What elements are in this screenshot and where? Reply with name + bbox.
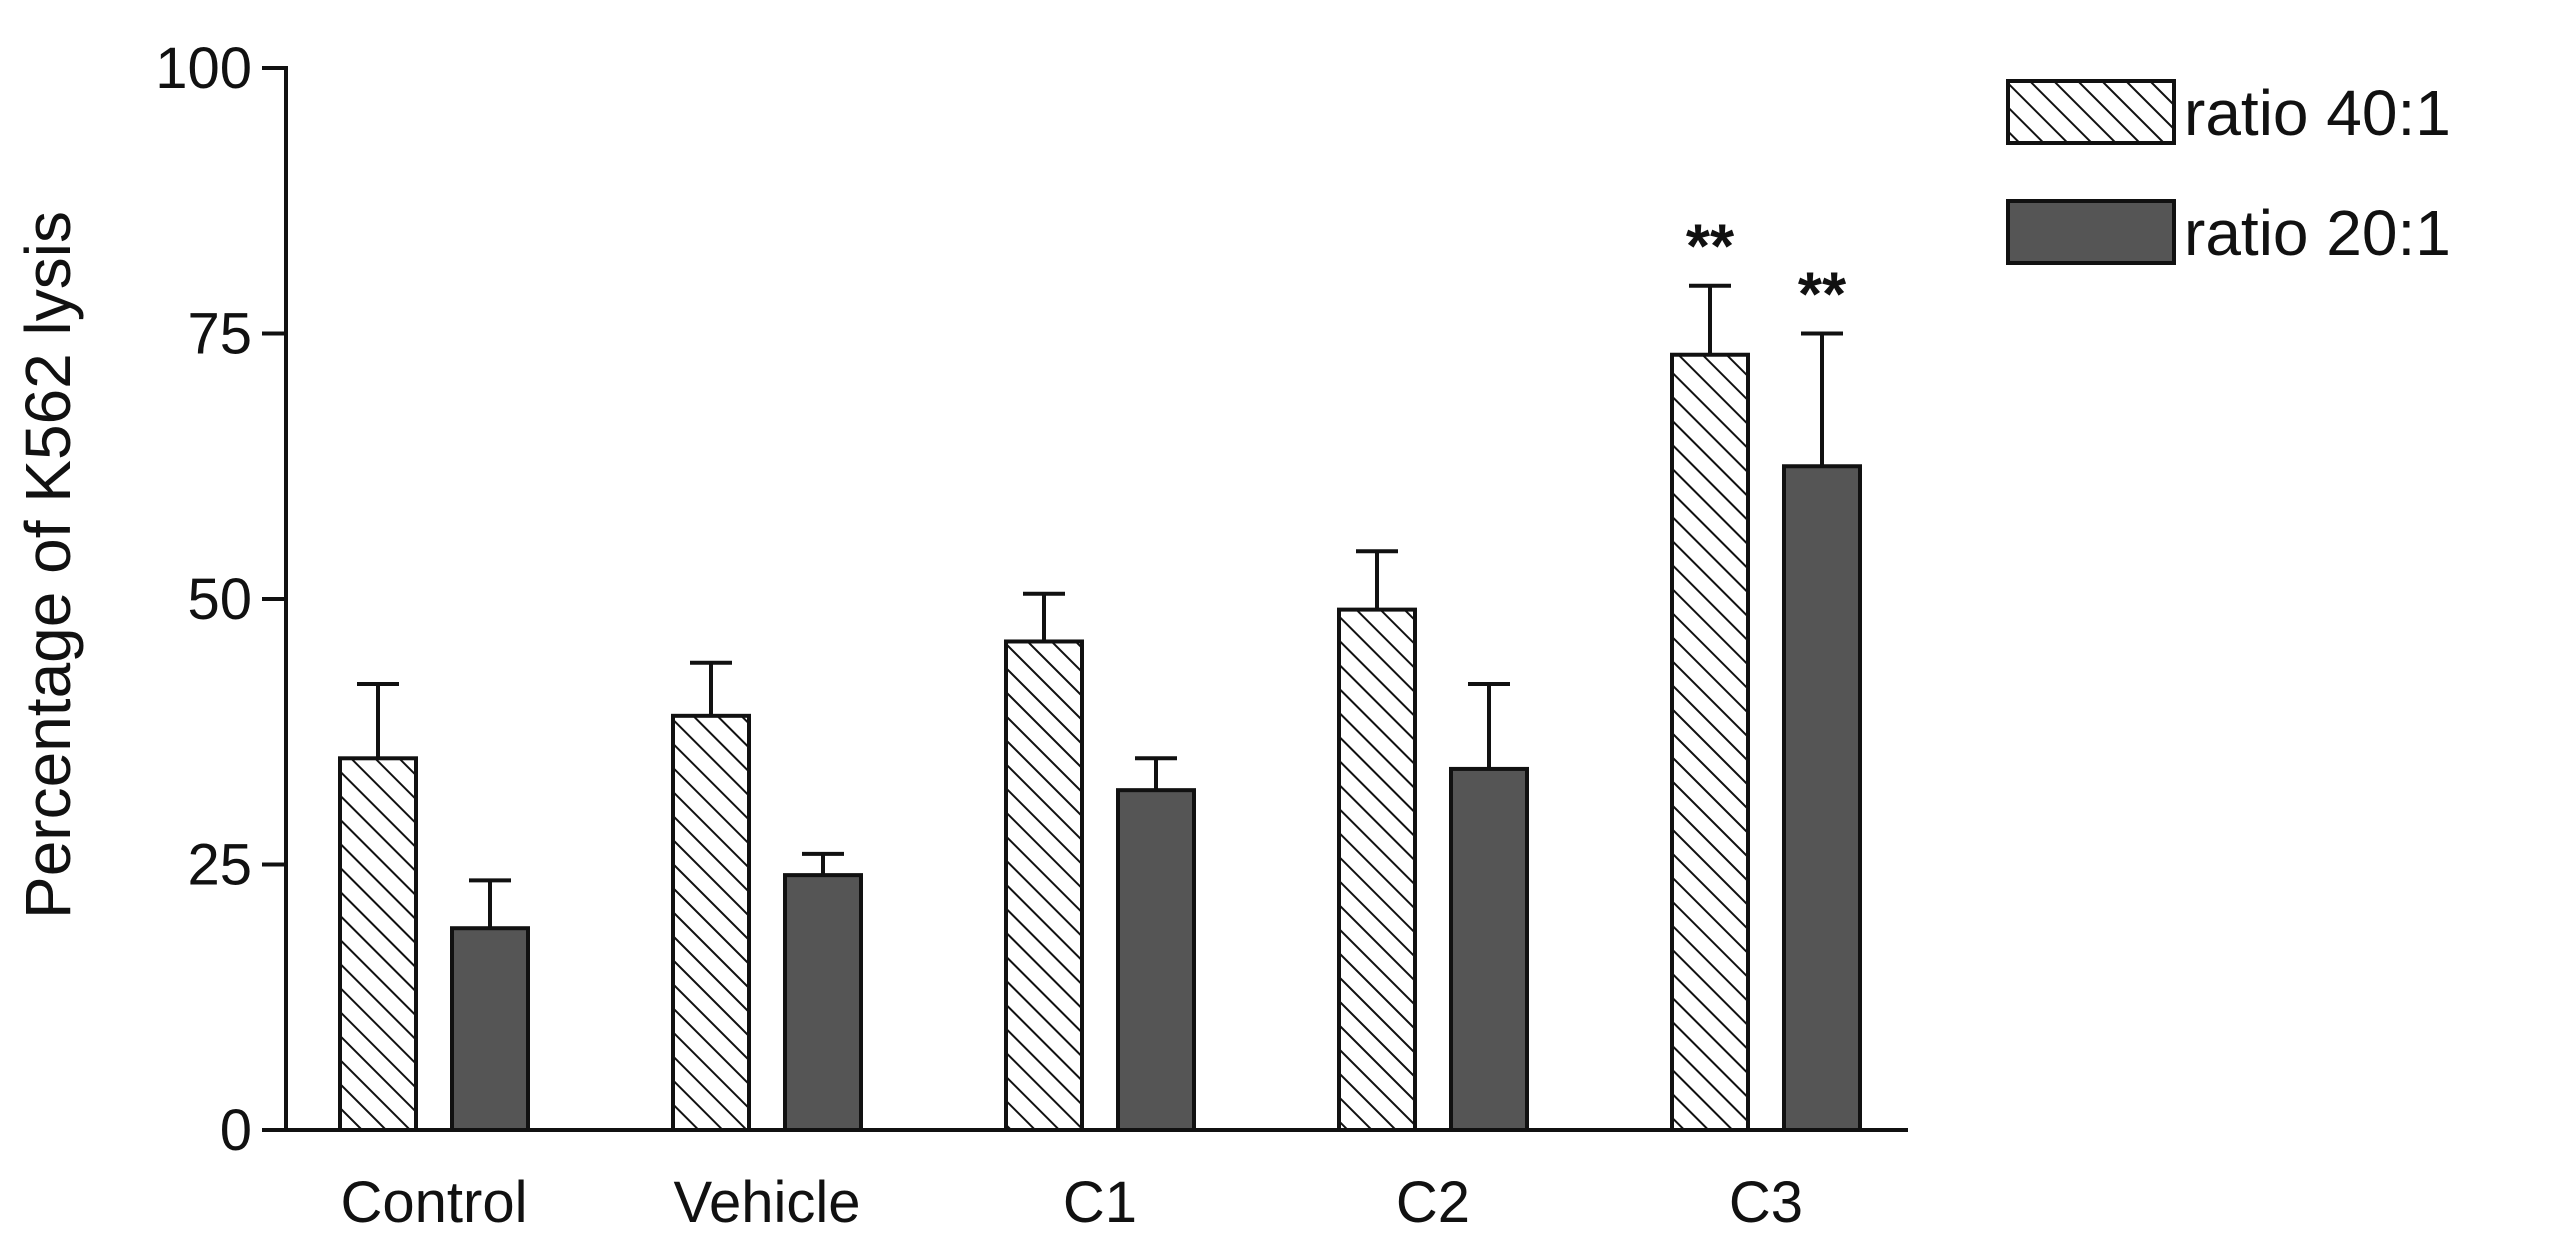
x-category-label: C3 [1729,1170,1803,1235]
legend: ratio 40:1 ratio 20:1 [2006,77,2451,269]
bar-c3-ratio-40-1 [1670,352,1750,1132]
y-tick-label: 50 [187,567,252,632]
y-tick-label: 0 [220,1098,252,1163]
bar-c2-ratio-20-1 [1449,766,1529,1132]
y-axis-title: Percentage of K562 lysis [12,211,84,919]
x-category-label: Vehicle [673,1170,860,1235]
legend-swatch [2006,199,2176,265]
bar-c3-ratio-20-1 [1782,464,1862,1132]
significance-marker: ** [1686,213,1735,282]
bar-vehicle-ratio-40-1 [671,713,751,1132]
legend-label: ratio 20:1 [2184,197,2451,269]
bars-group: ** ** [338,213,1862,1132]
x-category-label: Control [341,1170,528,1235]
significance-marker: ** [1798,261,1847,330]
y-tick-label: 25 [187,833,252,898]
legend-swatch [2006,79,2176,145]
bar-control-ratio-40-1 [338,756,418,1132]
x-category-label: C1 [1063,1170,1137,1235]
y-tick-label: 75 [187,302,252,367]
bar-c2-ratio-40-1 [1337,607,1417,1132]
y-tick-label: 100 [155,36,252,101]
axes: 0 25 50 75 100 Control Vehicle C1 C2 C3 [155,36,1908,1235]
bar-c1-ratio-40-1 [1004,639,1084,1132]
bar-c1-ratio-20-1 [1116,788,1196,1132]
bar-control-ratio-20-1 [450,926,530,1132]
legend-label: ratio 40:1 [2184,77,2451,149]
x-category-label: C2 [1396,1170,1470,1235]
bar-vehicle-ratio-20-1 [783,873,863,1132]
